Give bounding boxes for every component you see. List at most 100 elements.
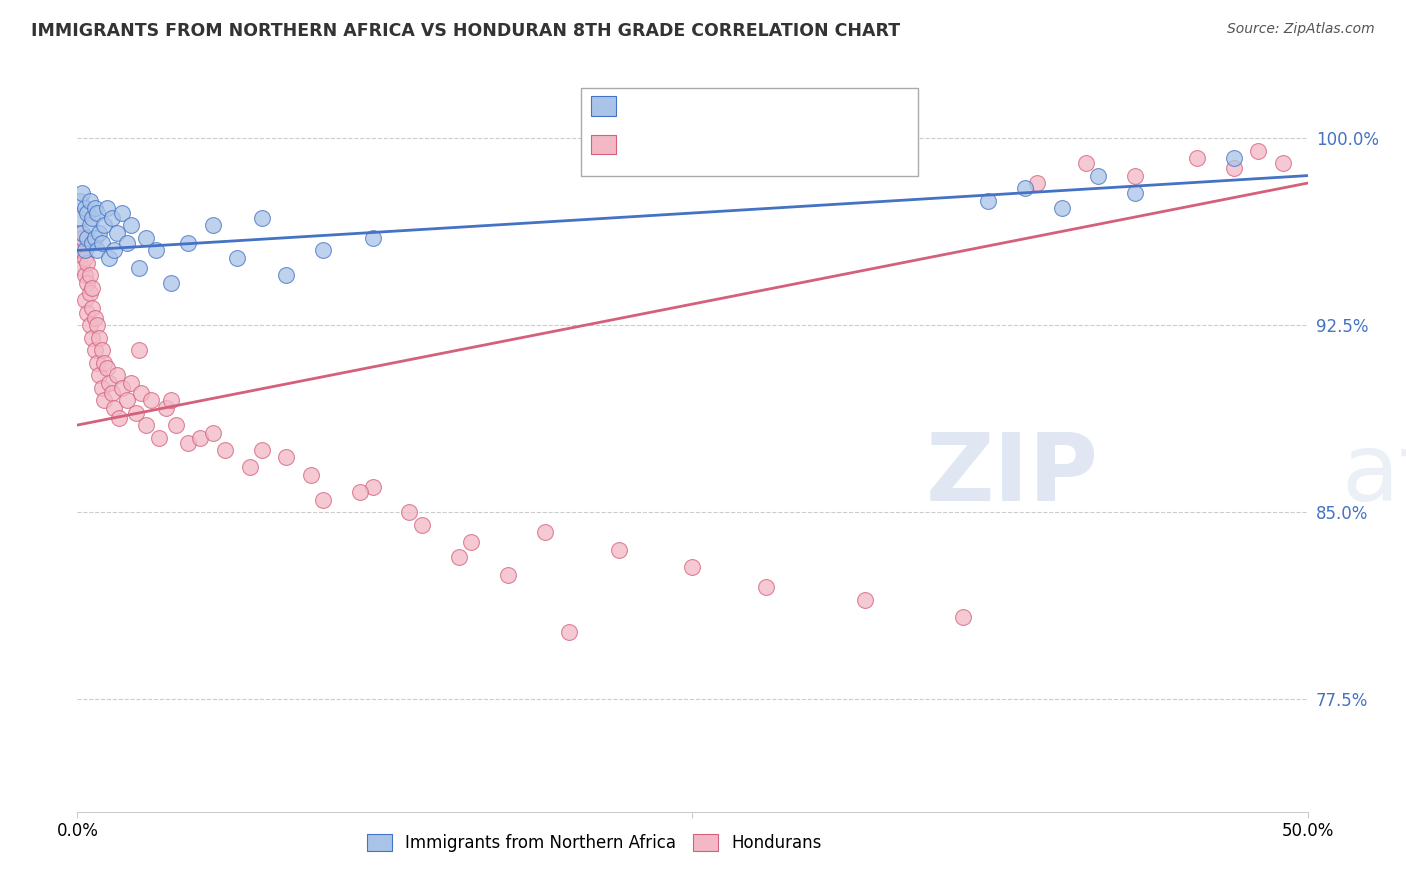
Point bbox=[111, 381, 132, 395]
Legend: Immigrants from Northern Africa, Hondurans: Immigrants from Northern Africa, Hondura… bbox=[360, 827, 828, 859]
Point bbox=[312, 492, 335, 507]
Point bbox=[276, 268, 298, 283]
Point bbox=[111, 206, 132, 220]
Point bbox=[105, 226, 128, 240]
Point bbox=[73, 201, 96, 215]
Point bbox=[160, 276, 183, 290]
Point bbox=[86, 206, 108, 220]
Point bbox=[76, 206, 98, 220]
Point bbox=[201, 425, 224, 440]
Point bbox=[755, 580, 778, 594]
Point bbox=[103, 244, 125, 258]
Point bbox=[108, 410, 131, 425]
Point bbox=[83, 201, 105, 215]
Point bbox=[76, 306, 98, 320]
Point bbox=[1050, 201, 1073, 215]
Point bbox=[201, 219, 224, 233]
Point bbox=[90, 381, 114, 395]
Point bbox=[1185, 151, 1208, 165]
Point bbox=[93, 393, 115, 408]
Point bbox=[70, 231, 93, 245]
Point bbox=[73, 244, 96, 258]
Text: R = 0.306  N = 76: R = 0.306 N = 76 bbox=[621, 141, 773, 159]
Point bbox=[177, 235, 200, 250]
Point bbox=[1076, 156, 1098, 170]
Point bbox=[76, 256, 98, 270]
Point bbox=[82, 211, 104, 225]
Text: atlas: atlas bbox=[1341, 429, 1406, 521]
Point bbox=[160, 393, 183, 408]
Point bbox=[214, 442, 236, 457]
Point bbox=[411, 517, 433, 532]
Point bbox=[952, 610, 974, 624]
Point bbox=[82, 331, 104, 345]
Point bbox=[128, 260, 150, 275]
Point bbox=[105, 368, 128, 383]
Point bbox=[1247, 144, 1270, 158]
Point bbox=[1223, 151, 1246, 165]
Point bbox=[250, 442, 273, 457]
Point bbox=[82, 235, 104, 250]
Point bbox=[86, 318, 108, 333]
Point bbox=[69, 211, 91, 225]
Point bbox=[76, 276, 98, 290]
Point bbox=[447, 550, 470, 565]
Point bbox=[177, 435, 200, 450]
Point bbox=[128, 343, 150, 358]
Point bbox=[89, 331, 111, 345]
Point bbox=[121, 219, 143, 233]
Point bbox=[83, 343, 105, 358]
Point bbox=[349, 485, 371, 500]
Point bbox=[98, 376, 121, 390]
Point bbox=[460, 535, 482, 549]
Point bbox=[250, 211, 273, 225]
Point bbox=[93, 219, 115, 233]
Point bbox=[1125, 169, 1147, 183]
Point bbox=[89, 368, 111, 383]
Text: IMMIGRANTS FROM NORTHERN AFRICA VS HONDURAN 8TH GRADE CORRELATION CHART: IMMIGRANTS FROM NORTHERN AFRICA VS HONDU… bbox=[31, 22, 900, 40]
Point bbox=[79, 219, 101, 233]
Point bbox=[86, 356, 108, 370]
Point bbox=[101, 211, 124, 225]
Point bbox=[496, 567, 519, 582]
Point bbox=[125, 406, 148, 420]
Point bbox=[103, 401, 125, 415]
Point bbox=[165, 418, 187, 433]
Point bbox=[76, 231, 98, 245]
Point bbox=[361, 231, 384, 245]
Point bbox=[129, 385, 153, 400]
Text: Source: ZipAtlas.com: Source: ZipAtlas.com bbox=[1227, 22, 1375, 37]
Point bbox=[115, 393, 138, 408]
Point bbox=[101, 385, 124, 400]
Point bbox=[276, 450, 298, 465]
Point bbox=[398, 505, 420, 519]
Point bbox=[69, 194, 91, 208]
Point bbox=[141, 393, 163, 408]
Point bbox=[239, 460, 262, 475]
Point bbox=[93, 356, 115, 370]
Point bbox=[115, 235, 138, 250]
Point bbox=[1087, 169, 1109, 183]
Point bbox=[607, 542, 630, 557]
Point bbox=[361, 480, 384, 494]
Point bbox=[82, 301, 104, 315]
Point bbox=[188, 431, 212, 445]
Point bbox=[1125, 186, 1147, 200]
Point bbox=[1272, 156, 1295, 170]
Point bbox=[73, 293, 96, 308]
Point bbox=[79, 268, 101, 283]
Point bbox=[96, 360, 118, 375]
Text: ZIP: ZIP bbox=[927, 429, 1098, 521]
Point bbox=[86, 244, 108, 258]
Point bbox=[70, 260, 93, 275]
Point bbox=[312, 244, 335, 258]
Point bbox=[121, 376, 143, 390]
Point bbox=[977, 194, 1000, 208]
Text: R = 0.507  N = 44: R = 0.507 N = 44 bbox=[621, 103, 773, 120]
Point bbox=[89, 226, 111, 240]
Point bbox=[70, 186, 93, 200]
Point bbox=[1026, 176, 1049, 190]
Point bbox=[682, 560, 704, 574]
Point bbox=[1014, 181, 1036, 195]
Point bbox=[82, 281, 104, 295]
